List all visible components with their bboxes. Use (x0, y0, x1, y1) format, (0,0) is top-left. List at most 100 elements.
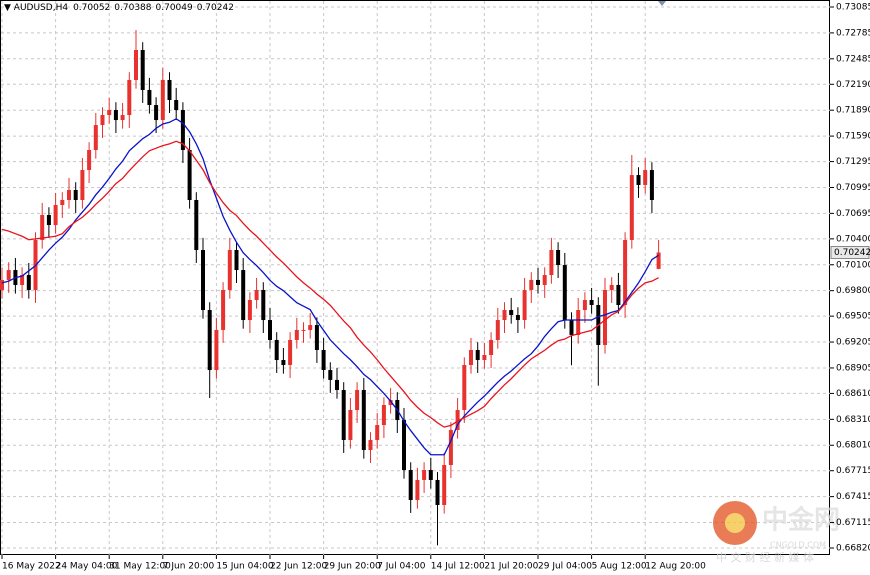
candle-body (60, 199, 65, 206)
candle-body (515, 315, 520, 321)
candle-body (107, 110, 112, 116)
x-tick-label: 5 Aug 12:00 (592, 562, 647, 572)
candle-body (582, 299, 587, 311)
candle-body (20, 275, 25, 285)
candle-body (636, 175, 641, 185)
candle-body (0, 279, 4, 290)
candle-body (308, 325, 313, 330)
candle-body (214, 329, 219, 371)
y-tick-label: 0.71590 (836, 132, 870, 142)
shift-marker (658, 1, 666, 6)
x-tick-label: 7 Jul 04:00 (377, 562, 426, 572)
x-tick-label: 24 May 04:00 (56, 562, 118, 572)
candle-body (167, 79, 172, 100)
candle-body (509, 310, 514, 316)
candle-body (160, 79, 165, 121)
candle-body (207, 310, 212, 371)
symbol-name: AUDUSD,H4 (14, 3, 69, 13)
candle-body (294, 329, 299, 340)
candle-body (448, 429, 453, 466)
candle-body (46, 215, 51, 226)
x-tick-label: 7 Jun 20:00 (163, 562, 215, 572)
candle-body (268, 320, 272, 340)
y-tick-label: 0.68610 (836, 389, 870, 399)
x-tick-label: 16 May 2022 (2, 562, 61, 572)
x-tick-label: 15 Jun 04:00 (216, 562, 273, 572)
candle-body (529, 279, 534, 290)
candle-body (388, 399, 393, 406)
y-tick-label: 0.67415 (836, 492, 870, 502)
candle-body (643, 170, 648, 185)
ohlc-high: 0.70388 (114, 3, 151, 13)
candle-body (603, 289, 607, 345)
candle-body (629, 175, 634, 240)
candle-body (569, 320, 574, 335)
candle-body (93, 125, 98, 150)
candle-body (113, 110, 118, 121)
candle-body (475, 349, 480, 361)
y-tick-label: 0.66820 (836, 544, 870, 554)
candle-body (656, 252, 661, 269)
candle-body (428, 470, 433, 480)
candle-body (127, 79, 132, 116)
candle-body (321, 349, 326, 371)
candle-body (408, 470, 413, 500)
candle-body (482, 355, 487, 361)
y-tick-label: 0.68010 (836, 441, 870, 451)
candle-body (328, 370, 333, 380)
candle-body (100, 115, 105, 126)
candle-body (73, 189, 78, 200)
candle-body (335, 379, 339, 390)
x-tick-label: 14 Jul 12:00 (431, 562, 485, 572)
y-tick-label: 0.67115 (836, 518, 870, 528)
plot-frame (0, 0, 830, 555)
candle-body (301, 329, 306, 331)
candle-body (502, 310, 507, 321)
candle-body (542, 275, 547, 285)
y-tick-label: 0.72785 (836, 28, 870, 38)
y-tick-label: 0.70400 (836, 234, 870, 244)
candle-body (435, 479, 440, 506)
candle-body (381, 405, 386, 426)
y-tick-label: 0.71295 (836, 157, 870, 167)
candle-body (562, 265, 567, 321)
candle-body (495, 320, 500, 340)
candle-body (147, 89, 152, 106)
watermark: 中金网 CNGOLD.COM 中 文 财 经 新 媒 体 (713, 501, 840, 564)
candle-body (6, 270, 11, 280)
candle-body (556, 249, 561, 266)
candle-body (67, 189, 71, 200)
candle-body (368, 439, 373, 450)
y-tick-label: 0.69205 (836, 338, 870, 348)
y-tick-label: 0.72190 (836, 80, 870, 90)
candle-body (180, 110, 185, 150)
candle-body (241, 270, 246, 321)
x-tick-label: 31 May 12:00 (109, 562, 171, 572)
price-label-box (830, 246, 870, 260)
candle-body (247, 299, 252, 321)
ohlc-open: 0.70052 (73, 3, 110, 13)
candle-body (261, 289, 266, 321)
candle-body (649, 170, 654, 200)
candle-body (375, 425, 380, 440)
candle-body (469, 349, 473, 366)
y-tick-label: 0.71890 (836, 106, 870, 116)
y-tick-label: 0.68905 (836, 363, 870, 373)
candle-body (462, 365, 467, 411)
y-tick-label: 0.73085 (836, 2, 870, 12)
candle-body (609, 284, 614, 290)
candle-body (616, 284, 621, 306)
candle-body (589, 299, 594, 306)
candle-body (442, 465, 447, 506)
watermark-site: CNGOLD.COM (770, 541, 826, 550)
candle-body (522, 289, 527, 321)
y-tick-label: 0.67715 (836, 466, 870, 476)
candle-body (623, 239, 628, 306)
y-tick-label: 0.72485 (836, 54, 870, 64)
symbol: ▼ AUDUSD,H4 0.70052 0.70388 0.70049 0.70242 (4, 3, 234, 13)
x-tick-label: 12 Aug 20:00 (645, 562, 706, 572)
candle-body (80, 170, 85, 200)
candle-body (234, 249, 239, 271)
candle-body (549, 249, 554, 276)
candle-body (455, 410, 460, 430)
